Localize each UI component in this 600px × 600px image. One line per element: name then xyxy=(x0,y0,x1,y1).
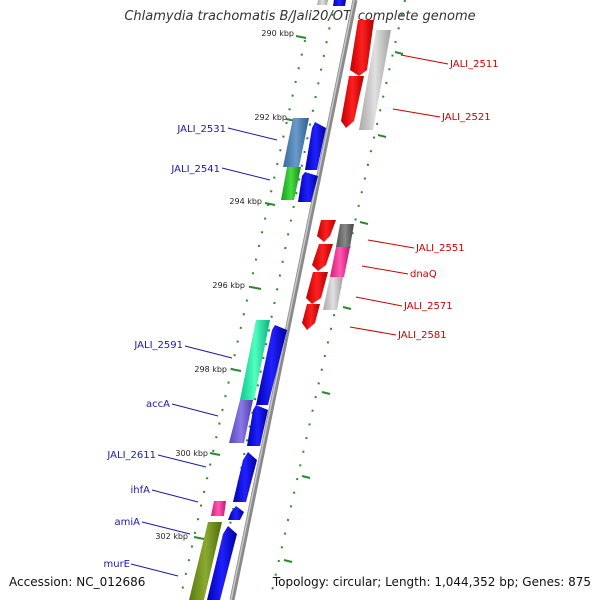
cds-arrow xyxy=(228,506,244,520)
ruler-tick-300 xyxy=(209,452,221,456)
leader-JALI_2611 xyxy=(157,454,207,468)
leader-JALI_2591 xyxy=(184,345,233,359)
leader-JALI_2571 xyxy=(355,296,403,307)
genome-backbone xyxy=(229,0,358,600)
ruler-tick-290 xyxy=(295,35,307,39)
right-track-tick xyxy=(394,51,404,55)
right-leader-lines xyxy=(349,54,449,336)
leader-accA xyxy=(171,403,219,417)
gene-label-JALI_2611: JALI_2611 xyxy=(106,450,156,461)
ruler-tick-296 xyxy=(250,286,262,290)
cds-arrow-JALI_2571 xyxy=(306,272,328,304)
cds-block-murE xyxy=(189,522,222,600)
accession-text: Accession: NC_012686 xyxy=(9,575,146,589)
right-track-tick xyxy=(283,559,293,563)
cds-arrow xyxy=(233,452,257,502)
ruler-label-302: 302 kbp xyxy=(155,532,188,541)
leader-JALI_2541 xyxy=(221,167,271,181)
genome-backbone-highlight xyxy=(230,0,355,600)
cds-block-ihfA xyxy=(211,501,226,516)
leader-JALI_2581 xyxy=(349,326,397,336)
gene-label-murE: murE xyxy=(103,559,130,570)
right-track-tick xyxy=(342,306,352,310)
cds-block-JALI_2541 xyxy=(281,167,301,200)
ruler-label-298: 298 kbp xyxy=(194,365,227,374)
cds-block-JALI_2591 xyxy=(240,320,270,400)
ruler-tick-302 xyxy=(193,536,205,540)
ruler-label-294: 294 kbp xyxy=(229,197,262,206)
cds-arrow xyxy=(305,122,326,170)
map-title: Chlamydia trachomatis B/Jali20/OT, compl… xyxy=(124,9,476,24)
cds-block-accA xyxy=(229,400,253,443)
right-track-tick xyxy=(377,134,387,138)
gene-label-JALI_2551: JALI_2551 xyxy=(415,243,465,254)
gene-block-top-fragment xyxy=(333,0,346,6)
cds-arrow-JALI_2551 xyxy=(317,220,336,242)
reverse-cds-blocks xyxy=(302,20,391,330)
leader-JALI_2511 xyxy=(400,54,449,65)
leader-JALI_2521 xyxy=(392,108,441,118)
genome-summary: Topology: circular; Length: 1,044,352 bp… xyxy=(272,575,591,589)
cds-arrow xyxy=(298,172,318,202)
gene-label-JALI_2591: JALI_2591 xyxy=(133,340,183,351)
leader-ihfA xyxy=(151,489,199,503)
cds-arrow xyxy=(247,405,268,446)
gene-label-JALI_2511: JALI_2511 xyxy=(449,59,499,70)
gene-label-dnaQ: dnaQ xyxy=(410,269,437,280)
ruler-label-292: 292 kbp xyxy=(254,113,287,122)
right-track-tick xyxy=(301,475,311,479)
gene-block-top-fragment-grey xyxy=(317,0,328,5)
cds-arrow xyxy=(256,325,287,405)
gene-label-amiA: amiA xyxy=(115,517,141,528)
right-track-tick xyxy=(321,391,331,395)
ruler-label-300: 300 kbp xyxy=(175,449,208,458)
cds-arrow-JALI_2511 xyxy=(350,20,374,76)
cds-arrow-dnaQ xyxy=(312,244,333,271)
ruler-label-296: 296 kbp xyxy=(212,281,245,290)
ruler-label-290: 290 kbp xyxy=(261,29,294,38)
right-gene-labels: JALI_2511 JALI_2521 JALI_2551 dnaQ JALI_… xyxy=(397,59,499,341)
gene-label-JALI_2521: JALI_2521 xyxy=(441,112,491,123)
gene-label-JALI_2581: JALI_2581 xyxy=(397,330,447,341)
cds-block-grey xyxy=(359,30,391,130)
left-gene-labels: JALI_2531 JALI_2541 JALI_2591 accA JALI_… xyxy=(103,124,226,570)
colored-cds-left xyxy=(189,118,309,600)
ruler-labels: 290 kbp 292 kbp 294 kbp 296 kbp 298 kbp … xyxy=(155,29,294,541)
leader-murE xyxy=(130,563,179,577)
cds-arrow-JALI_2581 xyxy=(302,304,320,330)
forward-cds-blocks xyxy=(207,122,326,600)
cds-block-pink xyxy=(330,247,350,277)
leader-JALI_2531 xyxy=(227,127,278,141)
right-track-tick xyxy=(359,221,369,225)
left-leader-lines xyxy=(130,127,278,577)
cds-block-JALI_2531 xyxy=(283,118,309,167)
cds-block-grey-lower xyxy=(323,277,343,310)
ruler-tick-298 xyxy=(230,368,242,372)
leader-dnaQ xyxy=(361,265,409,275)
cds-arrow xyxy=(207,526,237,600)
gene-label-accA: accA xyxy=(146,399,170,410)
cds-block-dark xyxy=(336,224,354,247)
gene-label-ihfA: ihfA xyxy=(131,485,151,496)
gene-label-JALI_2541: JALI_2541 xyxy=(170,164,220,175)
gene-label-JALI_2531: JALI_2531 xyxy=(176,124,226,135)
ruler-tick-294 xyxy=(264,202,276,206)
cds-arrow-JALI_2521 xyxy=(341,76,364,128)
gene-label-JALI_2571: JALI_2571 xyxy=(403,301,453,312)
leader-amiA xyxy=(141,521,191,535)
leader-JALI_2551 xyxy=(367,239,415,249)
